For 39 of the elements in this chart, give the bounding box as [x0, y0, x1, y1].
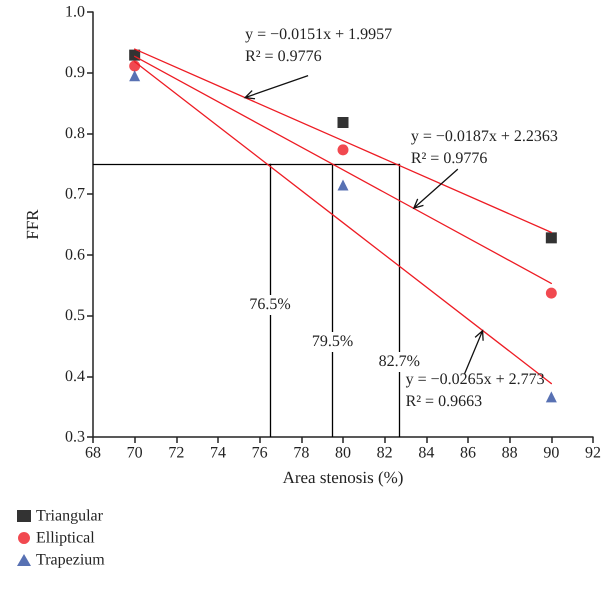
x-tick-label: 78	[293, 444, 310, 462]
y-tick-label: 0.5	[65, 307, 85, 324]
point	[129, 70, 140, 82]
x-tick-label: 80	[335, 444, 351, 462]
y-tick-label: 0.3	[65, 428, 85, 446]
legend-label: Triangular	[36, 508, 104, 524]
x-tick-label: 92	[585, 444, 601, 462]
y-tick-label: 1.0	[65, 4, 85, 20]
y-tick-label: 0.8	[65, 124, 85, 142]
x-tick-label: 82	[376, 444, 393, 462]
x-tick-label: 90	[543, 444, 560, 462]
y-tick-label: 0.7	[65, 186, 85, 203]
annotation: y = −0.0265x + 2.773 R² = 0.9663	[406, 370, 545, 412]
y-tick-label: 0.9	[65, 64, 85, 82]
point	[546, 288, 557, 299]
x-tick-label: 84	[418, 444, 434, 462]
ref-line-label: 76.5%	[249, 295, 291, 316]
point	[338, 117, 348, 128]
ref-line-label: 82.7%	[378, 352, 420, 372]
x-tick-label: 76	[252, 444, 268, 462]
x-tick-label: 74	[210, 444, 226, 462]
point	[546, 391, 557, 402]
legend-label: Trapezium	[36, 552, 106, 568]
y-tick-label: 0.6	[65, 246, 85, 264]
x-tick-label: 68	[85, 444, 101, 462]
annotation: y = −0.0187x + 2.2363 R² = 0.9776	[410, 127, 558, 170]
point	[546, 232, 557, 244]
annotation: y = −0.0151x + 1.9957 R² = 0.9776	[245, 24, 392, 67]
x-tick-label: 72	[168, 444, 184, 462]
y-axis-title: FFR	[23, 208, 42, 240]
point	[338, 144, 348, 156]
ref-line-label: 79.5%	[312, 332, 354, 352]
x-tick-label: 86	[460, 444, 476, 462]
x-axis-title: Area stenosis (%)	[282, 468, 404, 487]
legend-label: Elliptical	[36, 530, 96, 546]
x-tick-label: 70	[126, 444, 143, 462]
x-tick-label: 88	[502, 444, 518, 462]
y-tick-label: 0.4	[65, 368, 85, 385]
point	[338, 180, 348, 191]
